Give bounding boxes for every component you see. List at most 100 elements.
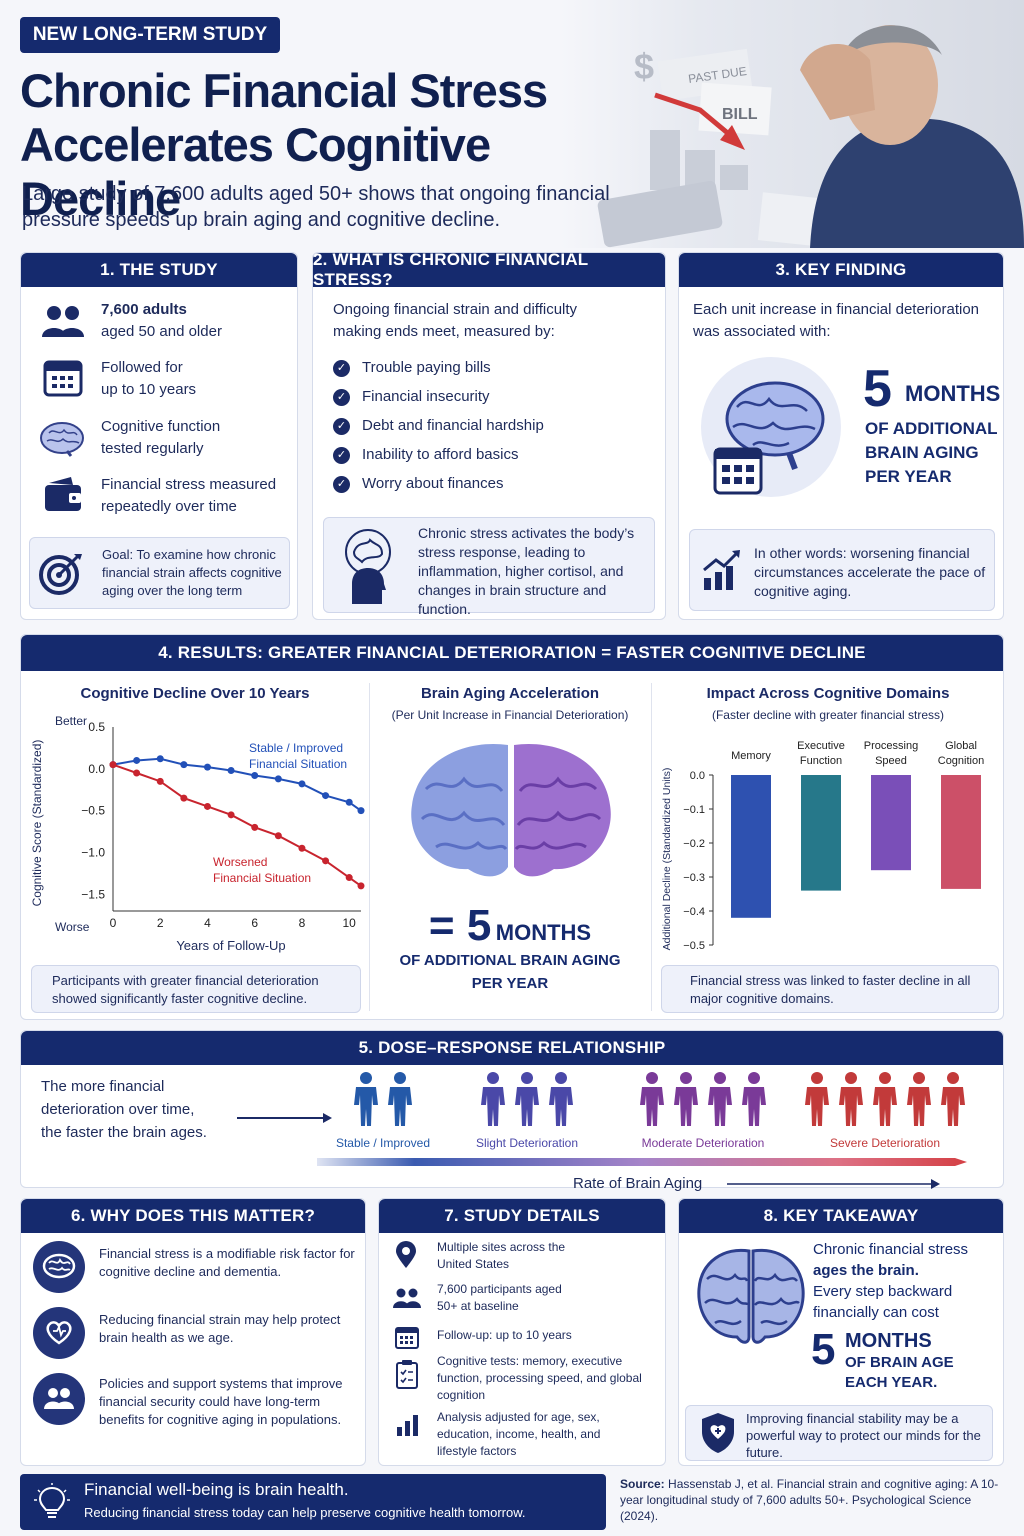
clipboard-icon bbox=[395, 1359, 419, 1394]
why-panel: 6. WHY DOES THIS MATTER? Financial stres… bbox=[20, 1198, 366, 1466]
finding-number: 5 bbox=[863, 360, 892, 418]
dose-group-label: Moderate Deterioration bbox=[641, 1136, 765, 1150]
data-point bbox=[133, 769, 141, 777]
takeaway-unit-block: MONTHS OF BRAIN AGE EACH YEAR. bbox=[845, 1329, 954, 1393]
y-tick-label: 0.5 bbox=[88, 721, 105, 734]
finding-intro-line1: Each unit increase in financial deterior… bbox=[693, 301, 980, 318]
x-tick-label: 0 bbox=[110, 916, 117, 930]
why-heading: 6. WHY DOES THIS MATTER? bbox=[21, 1199, 365, 1233]
y-tick-label: 0.0 bbox=[690, 770, 705, 782]
wallet-icon bbox=[43, 477, 83, 518]
source-text: Hassenstab J, et al. Financial strain an… bbox=[620, 1477, 999, 1523]
person-icon bbox=[640, 1072, 664, 1126]
y-tick-label: −0.3 bbox=[683, 872, 705, 884]
category-label: Executive bbox=[797, 740, 845, 752]
why-item-1: Financial stress is a modifiable risk fa… bbox=[99, 1246, 355, 1279]
study-tag: NEW LONG-TERM STUDY bbox=[20, 17, 280, 53]
growth-chart-icon bbox=[700, 548, 744, 597]
community-icon bbox=[33, 1373, 85, 1425]
y-tick-label: −0.4 bbox=[683, 906, 705, 918]
calendar-icon bbox=[43, 357, 83, 402]
details-item-5: Analysis adjusted for age, sex, educatio… bbox=[437, 1410, 601, 1458]
dose-group bbox=[635, 1071, 771, 1132]
brain-icon bbox=[695, 1245, 807, 1356]
finding-note-text: In other words: worsening financial circ… bbox=[754, 545, 986, 599]
details-item-2: 7,600 participants aged 50+ at baseline bbox=[437, 1282, 562, 1313]
study-item-4: Financial stress measured repeatedly ove… bbox=[101, 474, 276, 518]
study-tag-text: NEW LONG-TERM STUDY bbox=[32, 24, 268, 45]
details-item-1: Multiple sites across the United States bbox=[437, 1240, 566, 1271]
data-point bbox=[274, 832, 282, 840]
brain-aging-line1: OF ADDITIONAL BRAIN AGING bbox=[399, 952, 621, 969]
page-subtitle: Large study of 7,600 adults aged 50+ sho… bbox=[22, 181, 662, 233]
person-icon bbox=[481, 1072, 505, 1126]
bar-2 bbox=[871, 775, 911, 871]
check-icon: ✓ bbox=[333, 475, 350, 493]
study-item-1: 7,600 adults aged 50 and older bbox=[101, 299, 222, 343]
details-item-4: Cognitive tests: memory, executive funct… bbox=[437, 1354, 642, 1402]
person-icon bbox=[907, 1072, 931, 1126]
page-title: Chronic Financial Stress Accelerates Cog… bbox=[20, 64, 660, 226]
data-point bbox=[227, 811, 235, 819]
finding-lines: OF ADDITIONAL BRAIN AGING PER YEAR bbox=[865, 417, 998, 489]
data-point bbox=[156, 755, 164, 763]
takeaway-heading: 8. KEY TAKEAWAY bbox=[679, 1199, 1003, 1233]
line-chart-xlabel: Years of Follow-Up bbox=[176, 938, 286, 953]
study-goal-text: Goal: To examine how chronic financial s… bbox=[102, 547, 282, 598]
person-icon bbox=[515, 1072, 539, 1126]
chronic-heading: 2. WHAT IS CHRONIC FINANCIAL STRESS? bbox=[313, 250, 665, 289]
brain-icon bbox=[33, 1241, 85, 1293]
data-point bbox=[345, 798, 353, 806]
details-panel: 7. STUDY DETAILS Multiple sites across t… bbox=[378, 1198, 666, 1466]
list-item: ✓ Worry about finances bbox=[333, 473, 653, 502]
dose-panel: 5. DOSE–RESPONSE RELATIONSHIP The more f… bbox=[20, 1030, 1004, 1192]
title-line-2: Accelerates Cognitive Decline bbox=[20, 118, 491, 225]
lightbulb-icon bbox=[34, 1482, 70, 1527]
finding-heading: 3. KEY FINDING bbox=[679, 253, 1003, 287]
finding-line-3: PER YEAR bbox=[865, 467, 952, 486]
dose-heading: 5. DOSE–RESPONSE RELATIONSHIP bbox=[21, 1031, 1003, 1065]
shield-icon bbox=[700, 1412, 736, 1459]
study-item-1-line2: aged 50 and older bbox=[101, 323, 222, 340]
bar-chart-icon bbox=[395, 1411, 421, 1442]
person-icon bbox=[674, 1072, 698, 1126]
series-label-stable: Stable / Improved Financial Situation bbox=[249, 740, 347, 772]
x-tick-label: 6 bbox=[251, 916, 258, 930]
category-label: Cognition bbox=[938, 755, 984, 767]
study-item-2-line2: up to 10 years bbox=[101, 381, 197, 398]
person-icon bbox=[354, 1072, 378, 1126]
bar-0 bbox=[731, 775, 771, 918]
category-label: Speed bbox=[875, 755, 907, 767]
dose-text: The more financial deterioration over ti… bbox=[41, 1075, 207, 1144]
dose-group bbox=[800, 1071, 970, 1132]
data-point bbox=[298, 780, 306, 788]
divider bbox=[369, 683, 370, 1011]
data-point bbox=[357, 807, 365, 815]
bill-label: BILL bbox=[722, 106, 758, 123]
dose-text-line1: The more financial bbox=[41, 1078, 165, 1095]
takeaway-line4: financially can cost bbox=[813, 1304, 939, 1321]
data-point bbox=[251, 772, 259, 780]
list-item-label: Financial insecurity bbox=[362, 388, 490, 405]
data-point bbox=[322, 792, 330, 800]
brain-aging-equation: = 5 MONTHS bbox=[369, 901, 651, 951]
y-tick-label: 0.0 bbox=[88, 762, 105, 776]
bar-chart-note: Financial stress was linked to faster de… bbox=[661, 965, 999, 1013]
subtitle-line-2: pressure speeds up brain aging and cogni… bbox=[22, 209, 501, 231]
y-tick-label: −0.5 bbox=[81, 804, 105, 818]
check-icon: ✓ bbox=[333, 417, 350, 435]
series-line-0 bbox=[112, 757, 362, 812]
chronic-intro-line2: making ends meet, measured by: bbox=[333, 323, 555, 340]
data-point bbox=[133, 756, 141, 764]
study-item-3-line2: tested regularly bbox=[101, 440, 204, 457]
person-icon bbox=[742, 1072, 766, 1126]
dose-text-line2: deterioration over time, bbox=[41, 1101, 195, 1118]
bar-chart-ylabel: Additional Decline (Standardized Units) bbox=[661, 767, 673, 951]
people-icon bbox=[41, 303, 85, 344]
bar-chart: 0.0 −0.1 −0.2 −0.3 −0.4 −0.5 Memory Executive Fu… bbox=[683, 740, 984, 952]
study-item-4-line2: repeatedly over time bbox=[101, 498, 237, 515]
line-chart-worse: Worse bbox=[55, 920, 90, 934]
study-heading: 1. THE STUDY bbox=[21, 253, 297, 287]
study-item-3: Cognitive function tested regularly bbox=[101, 416, 220, 460]
list-item: ✓ Financial insecurity bbox=[333, 386, 653, 415]
